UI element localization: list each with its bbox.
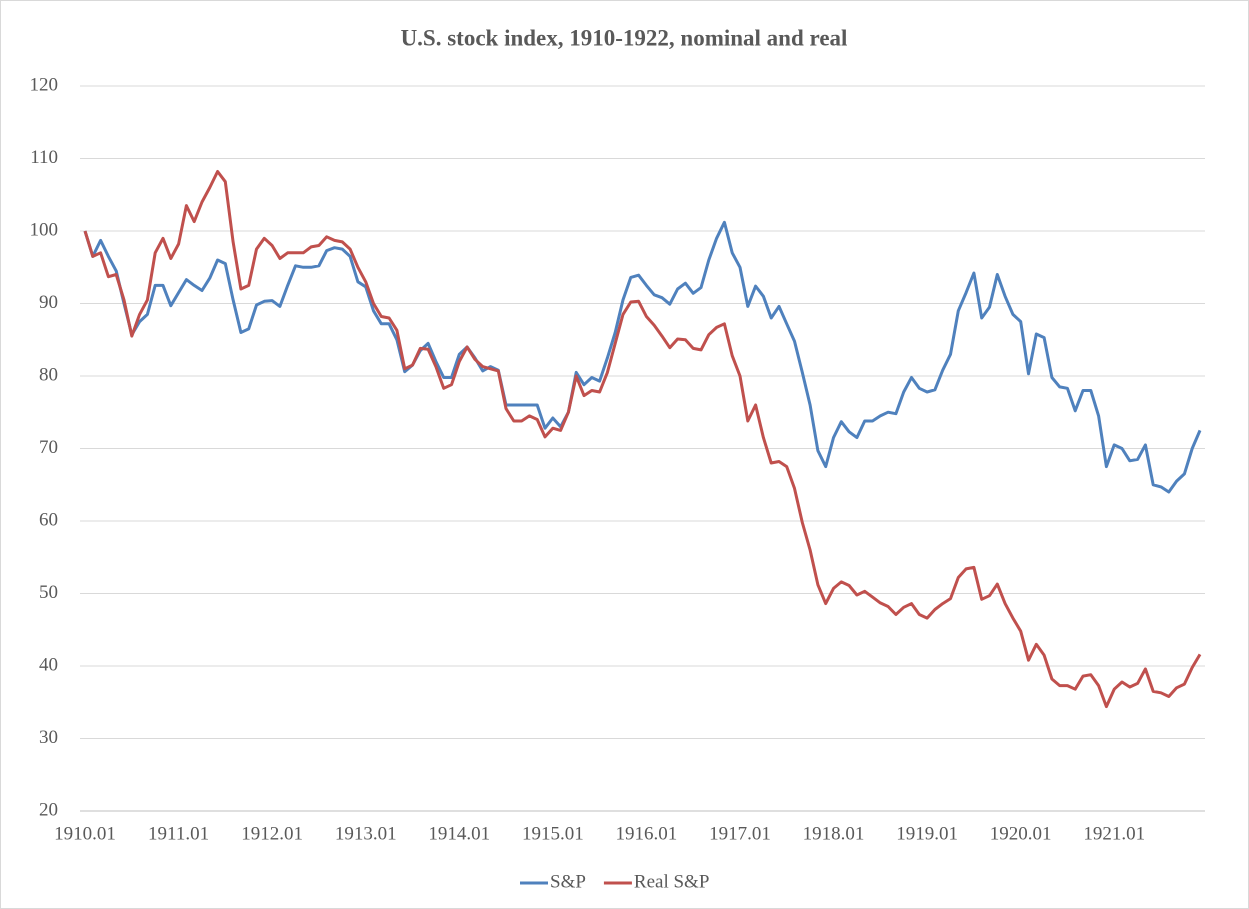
chart-title: U.S. stock index, 1910-1922, nominal and… xyxy=(401,25,848,50)
legend-label: S&P xyxy=(550,871,586,892)
x-tick-label: 1921.01 xyxy=(1083,823,1145,844)
x-tick-label: 1916.01 xyxy=(616,823,678,844)
x-tick-label: 1919.01 xyxy=(896,823,958,844)
x-tick-label: 1914.01 xyxy=(428,823,490,844)
x-tick-label: 1912.01 xyxy=(241,823,303,844)
y-tick-label: 80 xyxy=(39,364,58,385)
x-tick-label: 1918.01 xyxy=(803,823,865,844)
y-tick-label: 40 xyxy=(39,654,58,675)
y-tick-label: 20 xyxy=(39,799,58,820)
x-tick-label: 1917.01 xyxy=(709,823,771,844)
legend-label: Real S&P xyxy=(634,871,709,892)
x-tick-label: 1913.01 xyxy=(335,823,397,844)
x-tick-label: 1910.01 xyxy=(54,823,116,844)
y-tick-label: 30 xyxy=(39,727,58,748)
x-tick-label: 1920.01 xyxy=(990,823,1052,844)
data-line xyxy=(83,220,1202,494)
data-line xyxy=(83,170,1202,709)
y-tick-label: 100 xyxy=(30,219,59,240)
y-tick-label: 120 xyxy=(30,74,59,95)
y-tick-label: 50 xyxy=(39,582,58,603)
y-tick-label: 90 xyxy=(39,292,58,313)
x-tick-label: 1915.01 xyxy=(522,823,584,844)
x-tick-label: 1911.01 xyxy=(148,823,209,844)
y-tick-label: 60 xyxy=(39,509,58,530)
y-tick-label: 70 xyxy=(39,437,58,458)
y-tick-label: 110 xyxy=(30,147,58,168)
